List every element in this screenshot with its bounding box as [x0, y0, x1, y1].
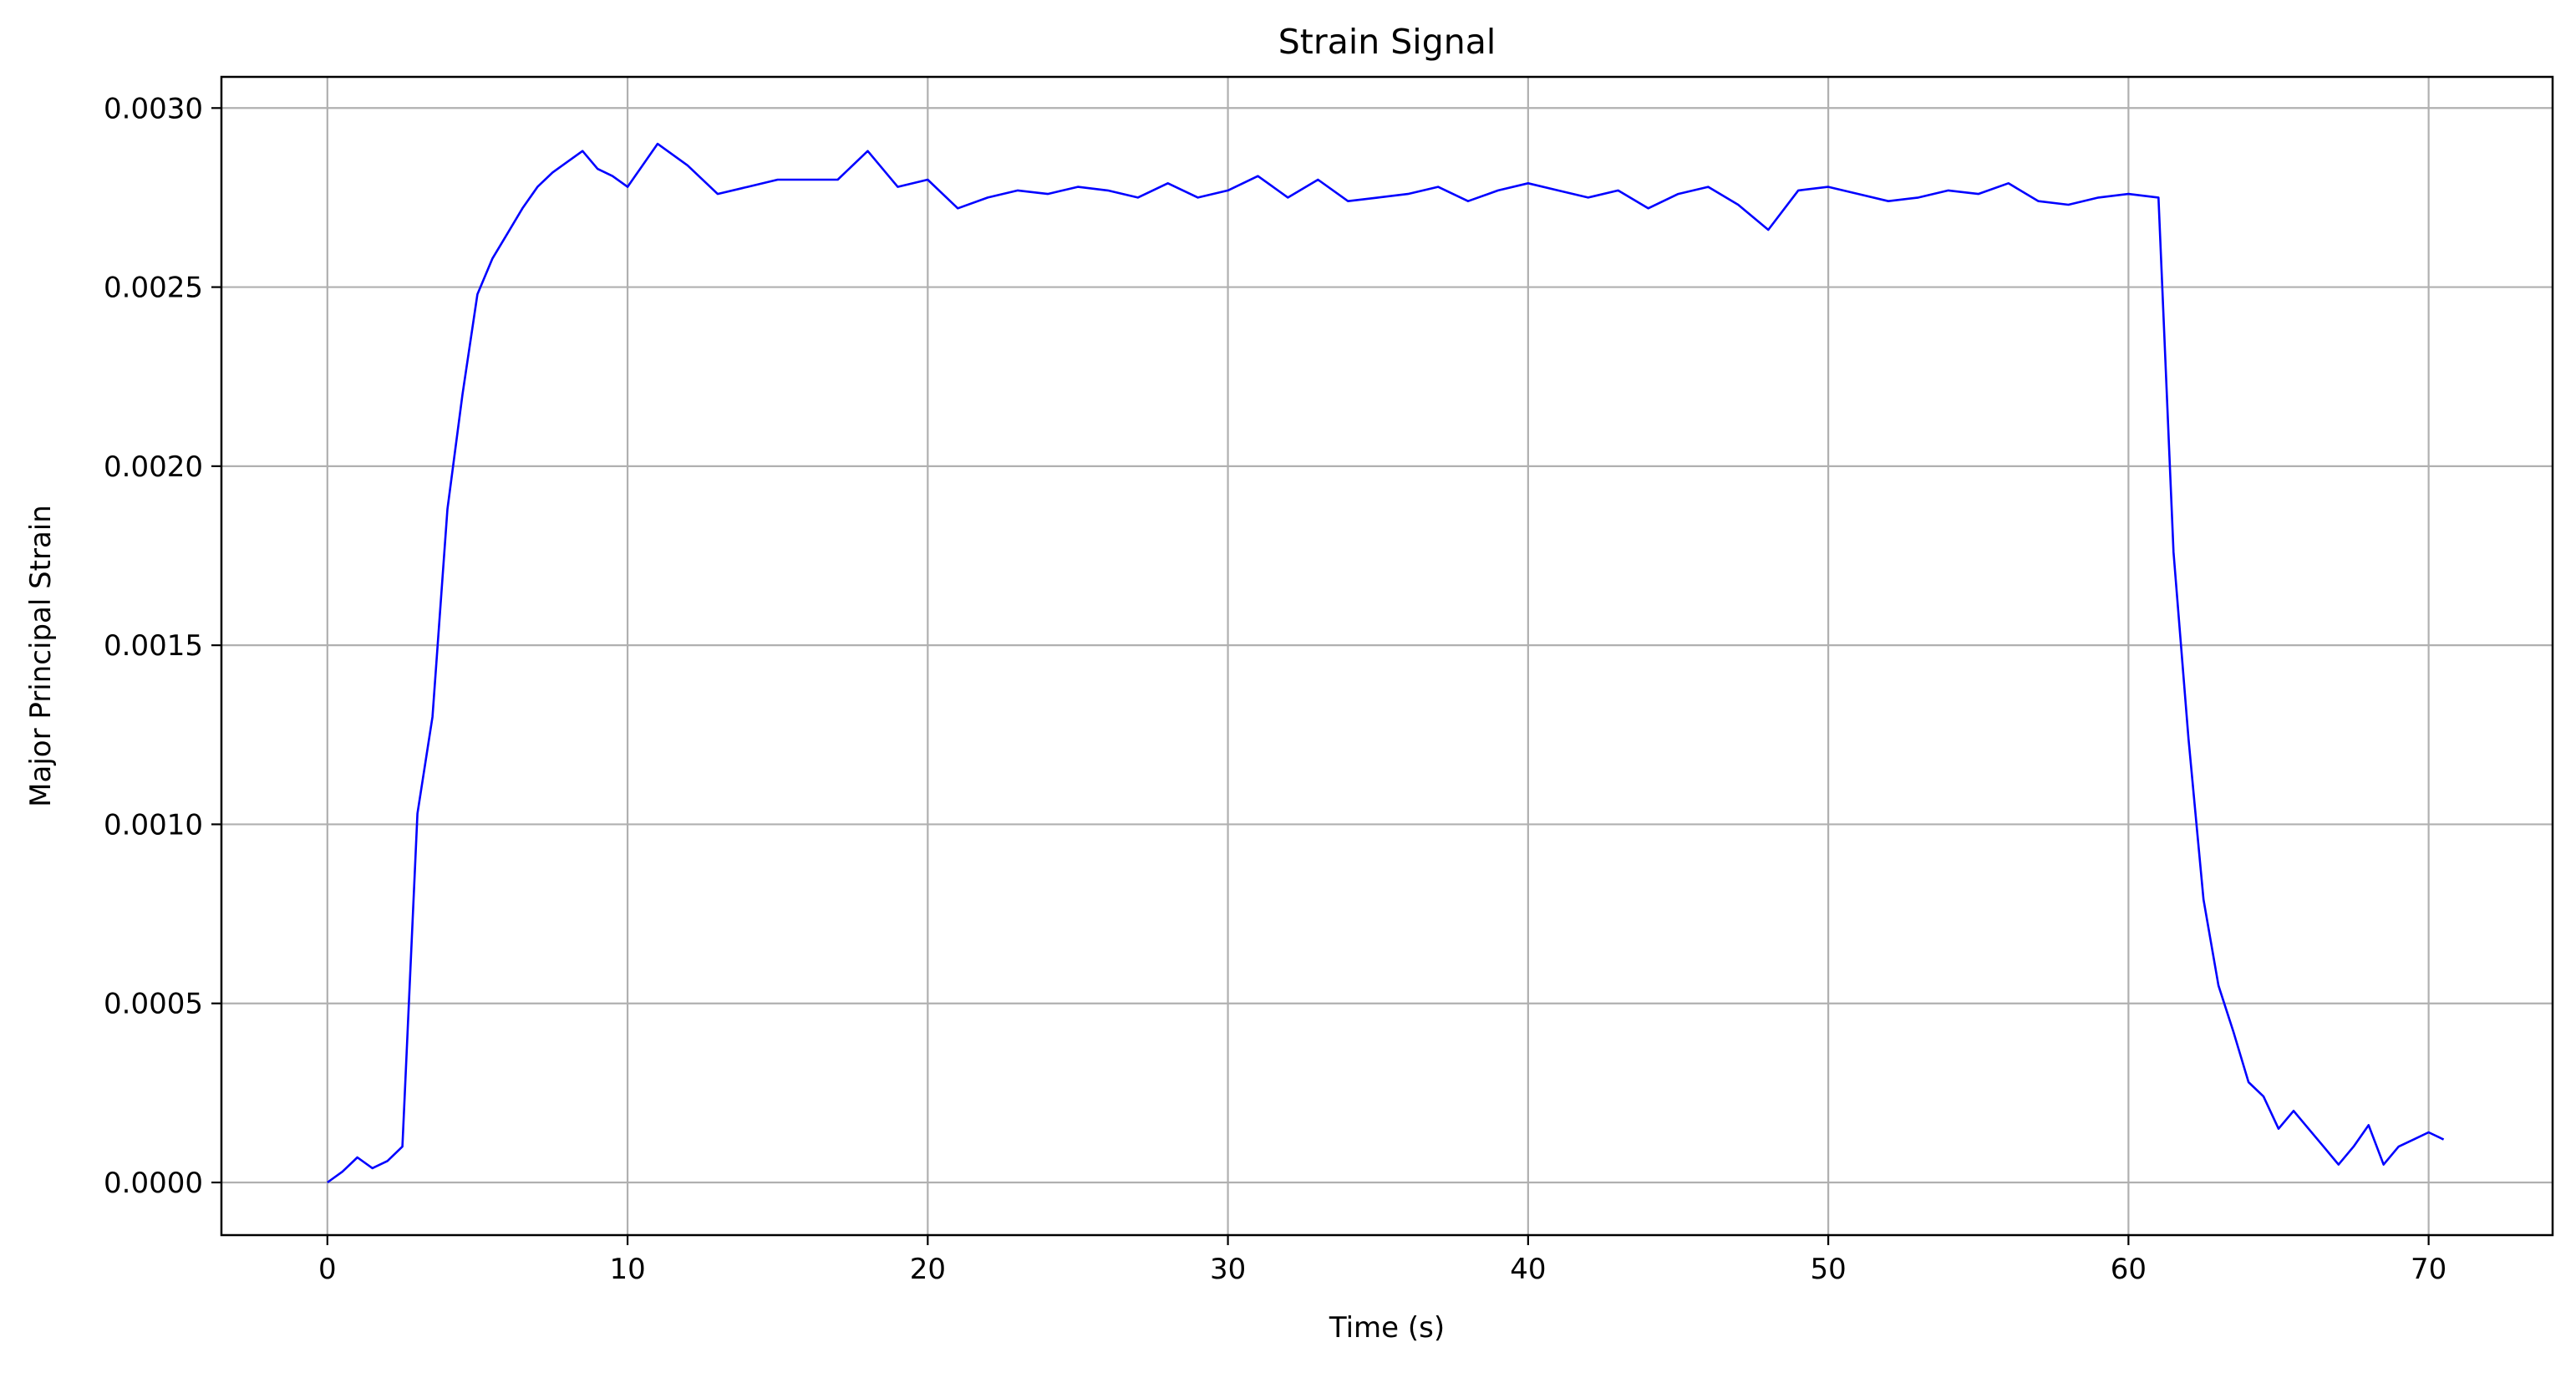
y-tick-label: 0.0000 [104, 1167, 203, 1200]
ticks: 0 10 20 30 40 50 60 70 0.0000 0.0005 0.0010 0.0015 0… [104, 92, 2446, 1286]
x-tick-label: 60 [2111, 1253, 2147, 1286]
x-tick-label: 50 [1810, 1253, 1846, 1286]
series-line-group [327, 142, 2445, 1184]
y-tick-label: 0.0010 [104, 808, 203, 842]
y-tick-label: 0.0015 [104, 629, 203, 663]
x-tick-label: 0 [318, 1253, 337, 1286]
x-tick-label: 10 [609, 1253, 645, 1286]
x-tick-label: 30 [1210, 1253, 1246, 1286]
axes-frame [220, 75, 2554, 1237]
y-tick-label: 0.0005 [104, 988, 203, 1021]
y-tick-label: 0.0030 [104, 92, 203, 125]
x-tick-label: 40 [1510, 1253, 1546, 1286]
x-tick-label: 70 [2411, 1253, 2446, 1286]
grid [221, 77, 2553, 1235]
y-tick-label: 0.0020 [104, 450, 203, 484]
y-axis-label: Major Principal Strain [24, 505, 58, 807]
x-axis-label: Time (s) [1329, 1311, 1445, 1345]
chart-title: Strain Signal [1278, 22, 1496, 62]
x-tick-label: 20 [910, 1253, 946, 1286]
y-tick-label: 0.0025 [104, 272, 203, 305]
strain-series-line [327, 142, 2445, 1184]
